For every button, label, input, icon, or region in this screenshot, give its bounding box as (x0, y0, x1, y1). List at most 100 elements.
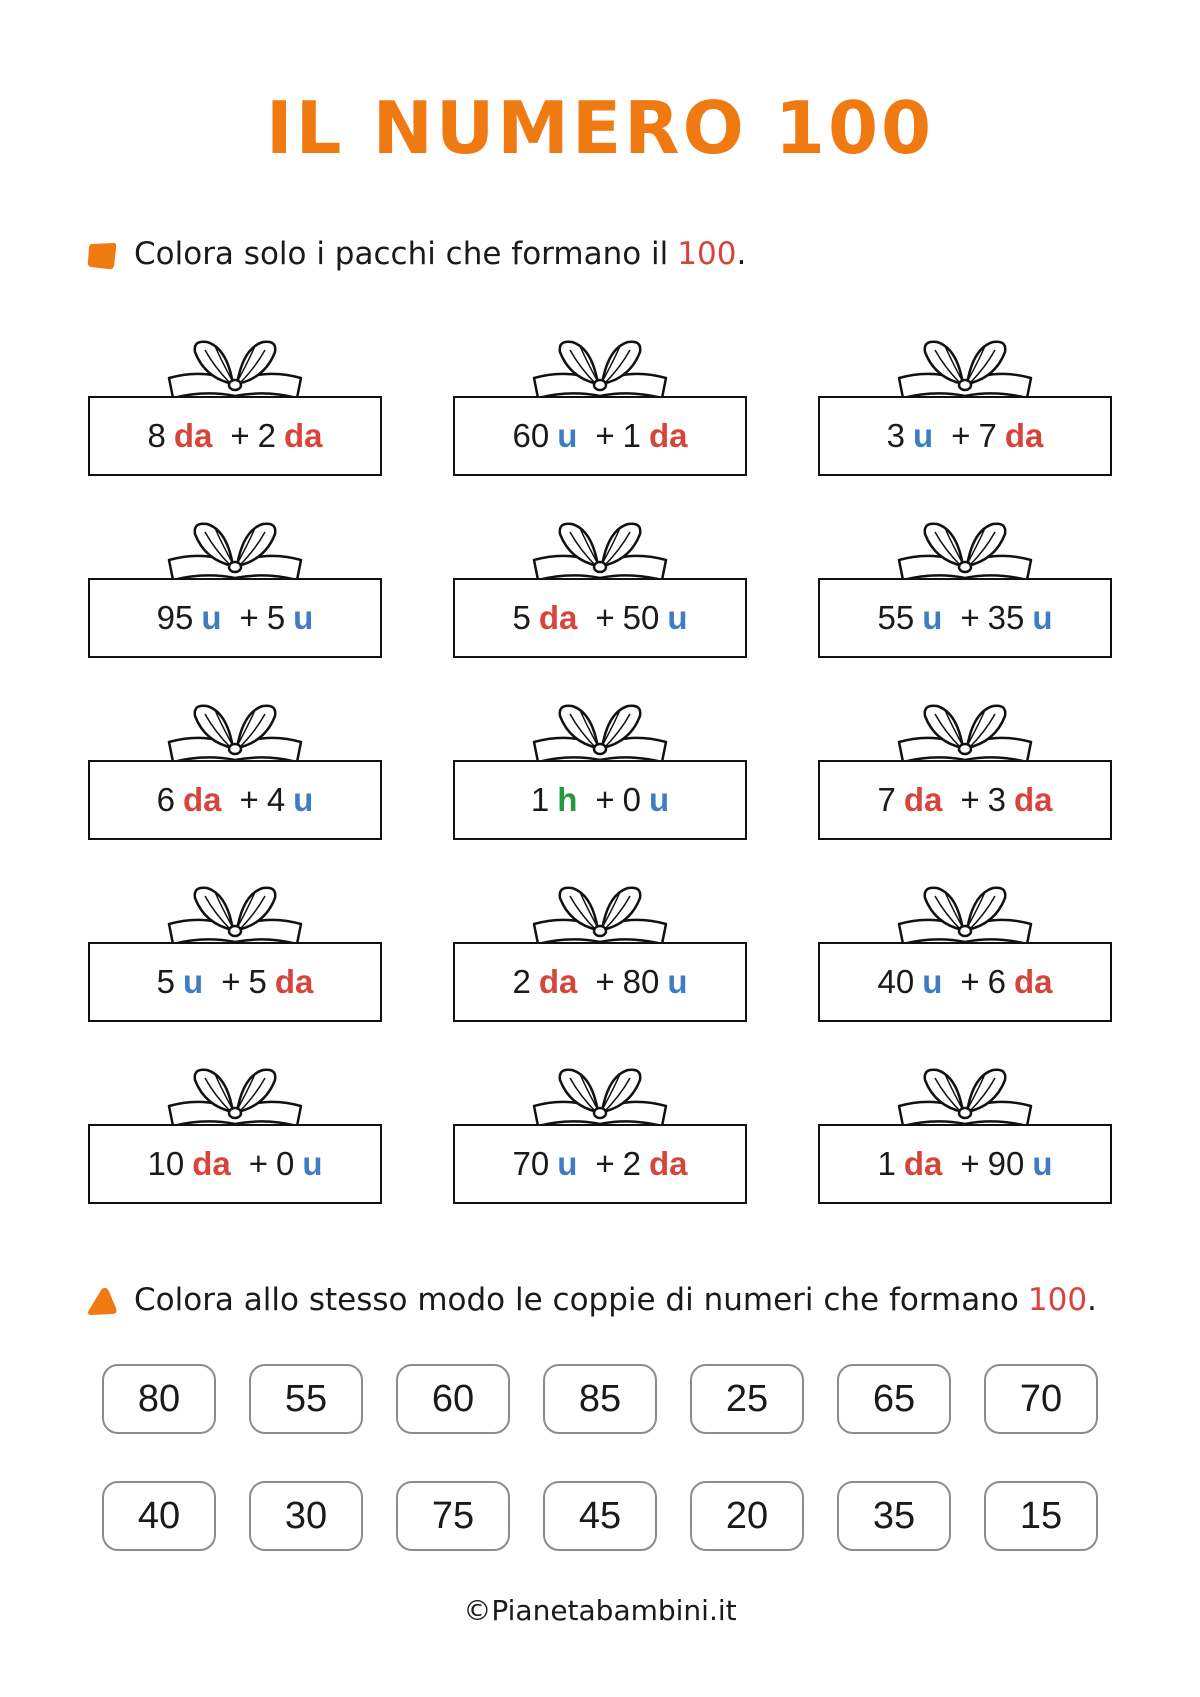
unit: u (557, 417, 578, 454)
gift: 95 u +5 u (88, 520, 382, 658)
number: 7 (978, 417, 997, 454)
operator: + (951, 417, 971, 454)
gift: 55 u +35 u (818, 520, 1112, 658)
unit: da (903, 1145, 943, 1182)
number: 7 (877, 781, 896, 818)
number: 0 (275, 1145, 295, 1182)
unit: da (284, 417, 323, 454)
unit: u (293, 781, 314, 818)
unit: da (183, 781, 222, 818)
number-box: 65 (837, 1364, 951, 1434)
gift-box: 6 da +4 u (88, 760, 382, 840)
instruction-text: Colora allo stesso modo le coppie di num… (134, 1282, 1019, 1318)
number: 5 (248, 963, 267, 1000)
bow (897, 522, 1033, 582)
bow (897, 340, 1033, 400)
bow (532, 522, 668, 582)
gift: 70 u +2 da (453, 1066, 747, 1204)
gift: 40 u +6 da (818, 884, 1112, 1022)
gift-box: 5 da +50 u (453, 578, 747, 658)
unit: u (293, 599, 314, 636)
gift: 1 da +90 u (818, 1066, 1112, 1204)
gift-box: 3 u +7 da (818, 396, 1112, 476)
number: 4 (266, 781, 286, 818)
unit: u (183, 963, 204, 1000)
bow (532, 886, 668, 946)
number-box: 25 (690, 1364, 804, 1434)
number: 2 (622, 1145, 641, 1182)
number: 5 (266, 599, 286, 636)
gift-box: 95 u +5 u (88, 578, 382, 658)
number: 35 (987, 599, 1025, 636)
unit: da (274, 963, 314, 1000)
unit: da (1004, 417, 1044, 454)
gift: 5 da +50 u (453, 520, 747, 658)
unit: da (649, 417, 688, 454)
gift: 5 u +5 da (88, 884, 382, 1022)
operator: + (239, 781, 259, 818)
operator: + (595, 417, 615, 454)
title: IL NUMERO 100 (265, 86, 935, 170)
highlight: 100 (1027, 1282, 1088, 1318)
unit: h (557, 781, 578, 818)
unit: da (903, 781, 943, 818)
number: 3 (886, 417, 906, 454)
unit: da (538, 599, 578, 636)
gift: 1 h +0 u (453, 702, 747, 840)
bullet-icon (87, 243, 117, 270)
unit: u (1032, 599, 1053, 636)
operator: + (595, 781, 615, 818)
operator: + (595, 599, 615, 636)
unit: u (922, 963, 943, 1000)
unit: u (1032, 1145, 1053, 1182)
number-box: 55 (249, 1364, 363, 1434)
instruction: Colora solo i pacchi che formano il 100. (134, 236, 746, 272)
gift: 2 da +80 u (453, 884, 747, 1022)
operator: + (960, 599, 980, 636)
number: 80 (622, 963, 660, 1000)
gift-box: 10 da +0 u (88, 1124, 382, 1204)
operator: + (960, 963, 980, 1000)
gift-box: 40 u +6 da (818, 942, 1112, 1022)
unit: da (1014, 963, 1053, 1000)
operator: + (248, 1145, 268, 1182)
unit: da (1014, 781, 1053, 818)
unit: da (192, 1145, 231, 1182)
unit: u (557, 1145, 578, 1182)
number: 90 (987, 1145, 1025, 1182)
number: 5 (156, 963, 176, 1000)
gift-box: 8 da +2 da (88, 396, 382, 476)
number-box: 30 (249, 1481, 363, 1551)
number-box: 60 (396, 1364, 510, 1434)
number: 6 (156, 781, 176, 818)
bow (532, 704, 668, 764)
instruction-text: Colora solo i pacchi che formano il (134, 236, 669, 272)
number: 8 (147, 417, 166, 454)
number: 5 (512, 599, 531, 636)
operator: + (960, 781, 980, 818)
unit: u (201, 599, 222, 636)
bow (167, 886, 303, 946)
gift: 7 da +3 da (818, 702, 1112, 840)
unit: u (302, 1145, 323, 1182)
bow (897, 886, 1033, 946)
unit: da (173, 417, 213, 454)
number-box: 80 (102, 1364, 216, 1434)
number-box: 35 (837, 1481, 951, 1551)
gift-box: 5 u +5 da (88, 942, 382, 1022)
gift: 10 da +0 u (88, 1066, 382, 1204)
gift: 8 da +2 da (88, 338, 382, 476)
gift-box: 55 u +35 u (818, 578, 1112, 658)
number: 6 (987, 963, 1006, 1000)
number: 0 (622, 781, 641, 818)
bow (897, 704, 1033, 764)
number: 95 (156, 599, 194, 636)
number: 3 (987, 781, 1006, 818)
operator: + (595, 1145, 615, 1182)
footer: ©Pianetabambini.it (463, 1594, 737, 1627)
bullet-icon (88, 1287, 117, 1315)
bow (897, 1068, 1033, 1128)
unit: u (922, 599, 943, 636)
bow (167, 1068, 303, 1128)
